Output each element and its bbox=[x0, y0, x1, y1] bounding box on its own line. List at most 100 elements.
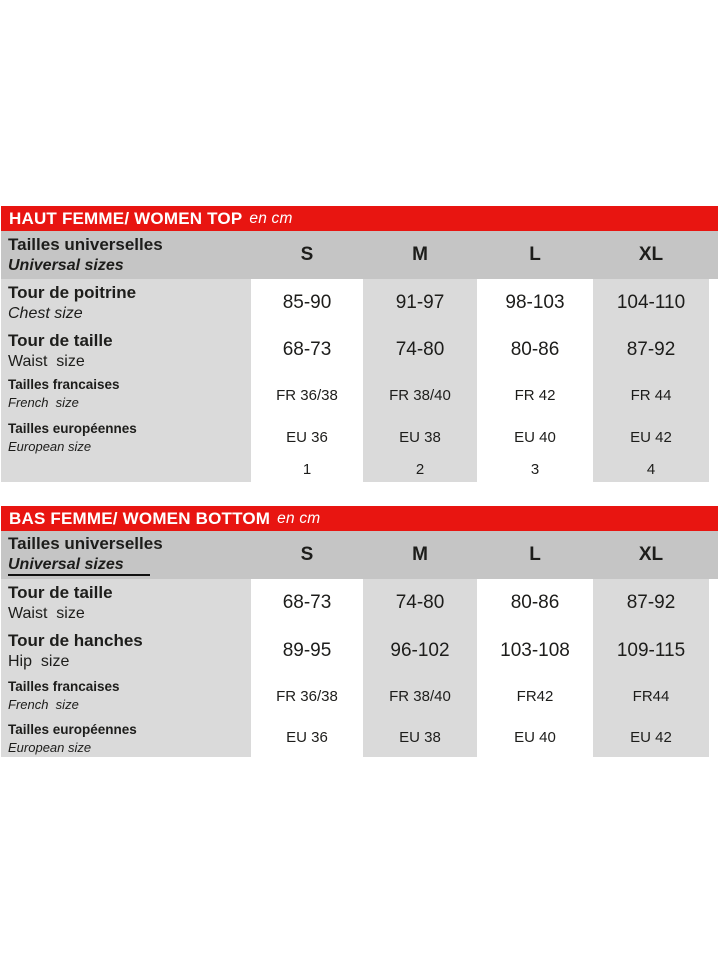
size-col-m: M bbox=[412, 244, 428, 265]
row-label: Tour de taille Waist size bbox=[1, 327, 251, 373]
section-header-bar: BAS FEMME/ WOMEN BOTTOM en cm bbox=[1, 506, 718, 531]
cell-value: EU 40 bbox=[514, 428, 556, 446]
table-body: Tour de poitrine Chest size 85-90 91-97 … bbox=[1, 279, 718, 482]
cell-value: 2 bbox=[415, 461, 425, 478]
size-col-l: L bbox=[529, 244, 541, 265]
cell-value: 68-73 bbox=[282, 592, 332, 613]
cell-value: 104-110 bbox=[616, 292, 686, 313]
row-label-fr: Tour de taille bbox=[8, 583, 113, 602]
cell-value: 87-92 bbox=[626, 592, 676, 613]
row-label-fr: Tailles francaises bbox=[8, 377, 120, 392]
table-row: Tour de poitrine Chest size 85-90 91-97 … bbox=[1, 279, 718, 327]
cell-value: 98-103 bbox=[505, 292, 565, 313]
table-row: Tailles européennes European size EU 36 … bbox=[1, 718, 718, 757]
size-col-s: S bbox=[300, 244, 314, 265]
xl-column-band bbox=[593, 279, 709, 482]
size-col-m: M bbox=[412, 544, 428, 565]
size-col-s: S bbox=[300, 544, 314, 565]
table-row: Tour de hanches Hip size 89-95 96-102 10… bbox=[1, 627, 718, 675]
cell-value: EU 36 bbox=[286, 729, 328, 746]
row-label-en: French size bbox=[8, 394, 79, 410]
size-header-row: Tailles universelles Universal sizes S M… bbox=[1, 231, 718, 279]
cell-value: EU 38 bbox=[399, 428, 441, 446]
row-label: Tailles européennes European size bbox=[1, 718, 251, 757]
row-label: Tour de hanches Hip size bbox=[1, 627, 251, 675]
women-bottom-size-table: BAS FEMME/ WOMEN BOTTOM en cm Tailles un… bbox=[1, 506, 718, 757]
cell-value: EU 36 bbox=[286, 428, 328, 446]
cell-value: FR 38/40 bbox=[389, 386, 451, 404]
label-column-band bbox=[1, 279, 251, 482]
section-title: HAUT FEMME/ WOMEN TOP bbox=[9, 208, 243, 228]
row-label-en: Hip size bbox=[8, 653, 70, 671]
cell-value: FR44 bbox=[632, 688, 670, 705]
table-row: Tailles francaises French size FR 36/38 … bbox=[1, 373, 718, 417]
universal-sizes-label: Tailles universelles Universal sizes bbox=[1, 235, 251, 275]
cell-value: 89-95 bbox=[282, 640, 332, 661]
size-col-xl: XL bbox=[638, 544, 664, 565]
cell-value: FR 38/40 bbox=[389, 688, 451, 705]
cell-value: 96-102 bbox=[390, 640, 450, 661]
cell-value: FR 44 bbox=[630, 386, 672, 404]
universal-sizes-fr: Tailles universelles bbox=[8, 533, 163, 553]
cell-value: 74-80 bbox=[395, 592, 445, 613]
cell-value: EU 42 bbox=[630, 428, 672, 446]
row-label-fr: Tailles francaises bbox=[8, 679, 120, 694]
table-row: Tour de taille Waist size 68-73 74-80 80… bbox=[1, 327, 718, 373]
cell-value: 1 bbox=[302, 461, 312, 478]
label-column-band bbox=[1, 579, 251, 757]
cell-value: 80-86 bbox=[510, 592, 560, 613]
cell-value: FR 42 bbox=[514, 386, 556, 404]
cell-value: 91-97 bbox=[395, 292, 445, 313]
row-label-en: European size bbox=[8, 739, 92, 755]
row-label: Tour de taille Waist size bbox=[1, 579, 251, 627]
row-label: Tailles francaises French size bbox=[1, 675, 251, 718]
row-label: Tailles francaises French size bbox=[1, 373, 251, 417]
size-header-row: Tailles universelles Universal sizes S M… bbox=[1, 531, 718, 579]
universal-sizes-en: Universal sizes bbox=[8, 256, 124, 274]
row-label-en: Chest size bbox=[8, 305, 83, 323]
universal-sizes-fr: Tailles universelles bbox=[8, 234, 163, 254]
row-label-fr: Tailles européennes bbox=[8, 722, 137, 737]
section-title: BAS FEMME/ WOMEN BOTTOM bbox=[9, 508, 271, 528]
table-row: Tailles européennes European size EU 36 … bbox=[1, 417, 718, 457]
cell-value: EU 42 bbox=[630, 729, 672, 746]
cell-value: FR 36/38 bbox=[276, 688, 338, 705]
m-column-band bbox=[363, 279, 477, 482]
women-top-size-table: HAUT FEMME/ WOMEN TOP en cm Tailles univ… bbox=[1, 206, 718, 482]
cell-value: FR 36/38 bbox=[276, 386, 338, 404]
row-label-fr: Tour de taille bbox=[8, 331, 113, 350]
row-label: Tailles européennes European size bbox=[1, 417, 251, 457]
table-row: Tailles francaises French size FR 36/38 … bbox=[1, 675, 718, 718]
row-label bbox=[1, 457, 251, 482]
row-label-fr: Tailles européennes bbox=[8, 421, 137, 436]
cell-value: 80-86 bbox=[510, 339, 560, 360]
cell-value: 3 bbox=[530, 461, 540, 478]
section-header-bar: HAUT FEMME/ WOMEN TOP en cm bbox=[1, 206, 718, 231]
row-label-en: French size bbox=[8, 696, 79, 712]
cell-value: FR42 bbox=[516, 688, 554, 705]
size-col-l: L bbox=[529, 544, 541, 565]
row-label: Tour de poitrine Chest size bbox=[1, 279, 251, 327]
cell-value: 109-115 bbox=[616, 640, 686, 661]
row-label-fr: Tour de hanches bbox=[8, 631, 143, 650]
cell-value: 74-80 bbox=[395, 339, 445, 360]
unit-label: en cm bbox=[277, 509, 321, 527]
cell-value: EU 38 bbox=[399, 729, 441, 746]
row-label-en: Waist size bbox=[8, 353, 85, 371]
table-row: Tour de taille Waist size 68-73 74-80 80… bbox=[1, 579, 718, 627]
table-body: Tour de taille Waist size 68-73 74-80 80… bbox=[1, 579, 718, 757]
cell-value: 103-108 bbox=[500, 640, 570, 661]
size-col-xl: XL bbox=[638, 244, 664, 265]
table-row-size-numbers: 1 2 3 4 bbox=[1, 457, 718, 482]
row-label-en: European size bbox=[8, 438, 92, 454]
m-column-band bbox=[363, 579, 477, 757]
row-label-en: Waist size bbox=[8, 605, 85, 623]
cell-value: 87-92 bbox=[626, 339, 676, 360]
universal-sizes-label: Tailles universelles Universal sizes bbox=[1, 533, 251, 577]
cell-value: 85-90 bbox=[282, 292, 332, 313]
cell-value: EU 40 bbox=[514, 729, 556, 746]
unit-label: en cm bbox=[249, 209, 293, 227]
cell-value: 68-73 bbox=[282, 339, 332, 360]
row-label-fr: Tour de poitrine bbox=[8, 283, 137, 302]
